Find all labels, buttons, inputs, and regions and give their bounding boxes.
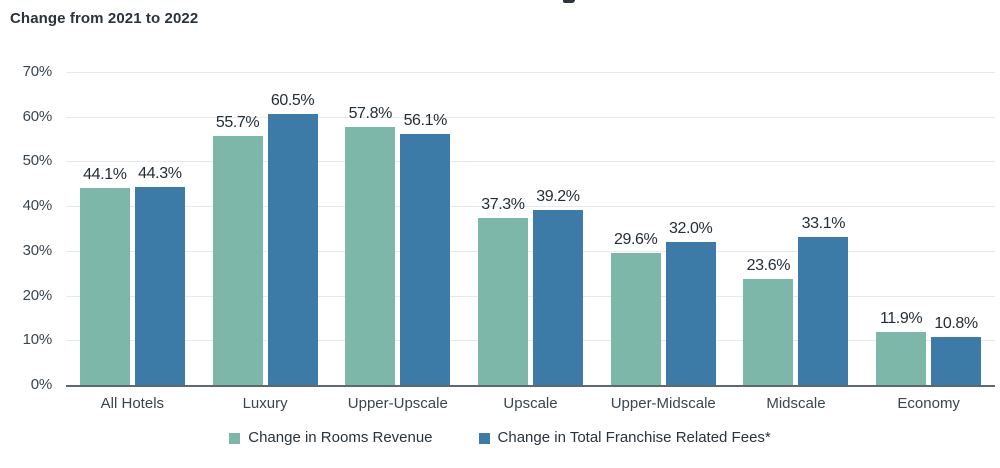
y-tick-label-70: 70%	[22, 63, 53, 80]
bar-franchise-fees-economy	[931, 336, 982, 385]
y-tick-label-50: 50%	[22, 152, 53, 170]
y-tick-label-10: 10%	[22, 331, 53, 349]
bar-value-label: 39.2%	[536, 187, 580, 205]
bar-rooms-revenue-economy	[876, 331, 927, 385]
gridline-40	[66, 206, 995, 208]
bar-value-label: 60.5%	[270, 92, 315, 110]
bar-franchise-fees-luxury	[267, 114, 318, 385]
bar-value-label: 29.6%	[613, 230, 658, 248]
y-tick-label-20: 20%	[22, 286, 53, 304]
plot-area: 44.1% 44.3% 55.7% 60.5% 57.8% 56.1% 37.3% 39.2%…	[66, 72, 995, 387]
bar-group-upper-midscale: 29.6% 32.0%	[610, 72, 716, 385]
cropped-title-remnant	[563, 0, 575, 3]
bar-group-upscale: 37.3% 39.2%	[477, 72, 583, 385]
bar-groups: 44.1% 44.3% 55.7% 60.5% 57.8% 56.1% 37.3% 39.2%…	[66, 72, 995, 385]
bar-rooms-revenue-upscale	[477, 218, 528, 385]
bar-value-label: 10.8%	[934, 314, 978, 332]
bar-col-rooms-revenue-upscale: 37.3%	[477, 72, 528, 385]
bar-col-rooms-revenue-economy: 11.9%	[876, 72, 927, 385]
bar-col-rooms-revenue-all-hotels: 44.1%	[79, 72, 130, 385]
bar-value-label: 44.1%	[83, 165, 127, 183]
bar-rooms-revenue-upper-midscale	[610, 252, 661, 385]
bar-group-economy: 11.9% 10.8%	[876, 72, 982, 385]
bar-col-franchise-fees-all-hotels: 44.3%	[134, 72, 185, 385]
gridline-10	[66, 340, 995, 342]
gridline-20	[66, 295, 995, 297]
bar-franchise-fees-upper-upscale	[400, 134, 451, 385]
x-axis-label-upscale: Upscale	[503, 395, 558, 412]
bar-col-rooms-revenue-luxury: 55.7%	[212, 72, 263, 385]
bar-rooms-revenue-all-hotels	[79, 187, 130, 385]
gridline-30	[66, 250, 995, 252]
bar-value-label: 11.9%	[879, 309, 923, 327]
legend-label-franchise-fees: Change in Total Franchise Related Fees*	[497, 429, 771, 446]
bar-franchise-fees-all-hotels	[134, 186, 185, 385]
bar-value-label: 57.8%	[348, 104, 393, 122]
bar-value-label: 23.6%	[746, 257, 791, 275]
bar-value-label: 32.0%	[668, 219, 713, 237]
bar-group-luxury: 55.7% 60.5%	[212, 72, 318, 385]
bar-rooms-revenue-midscale	[743, 279, 794, 385]
bar-col-franchise-fees-upper-upscale: 56.1%	[400, 72, 451, 385]
bar-col-franchise-fees-upscale: 39.2%	[532, 72, 583, 385]
y-tick-label-60: 60%	[22, 107, 53, 125]
bar-col-rooms-revenue-upper-upscale: 57.8%	[345, 72, 396, 385]
gridline-60	[66, 116, 995, 118]
gridline-50	[66, 161, 995, 163]
bar-value-label: 56.1%	[403, 112, 448, 130]
chart-subtitle: Change from 2021 to 2022	[10, 10, 199, 27]
bar-col-franchise-fees-economy: 10.8%	[931, 72, 982, 385]
gridline-70	[66, 72, 995, 73]
x-axis-labels: All Hotels Luxury Upper-Upscale Upscale Uppe…	[66, 395, 995, 413]
bar-chart: 0% 10% 20% 30% 40% 50% 60% 70% 44.1% 44.3% 55.7% 6…	[0, 63, 1000, 447]
bar-franchise-fees-upscale	[532, 209, 583, 385]
x-axis-label-all-hotels: All Hotels	[100, 395, 165, 412]
bar-value-label: 44.3%	[138, 164, 182, 182]
bar-col-franchise-fees-upper-midscale: 32.0%	[665, 72, 716, 385]
bar-value-label: 33.1%	[801, 215, 846, 232]
bar-col-franchise-fees-luxury: 60.5%	[267, 72, 318, 385]
bar-col-franchise-fees-midscale: 33.1%	[798, 72, 849, 385]
x-axis-label-upper-upscale: Upper-Upscale	[347, 395, 448, 412]
bar-value-label: 55.7%	[215, 113, 260, 131]
y-tick-label-0: 0%	[30, 376, 52, 393]
legend: Change in Rooms Revenue Change in Total …	[0, 429, 1000, 447]
x-axis-label-upper-midscale: Upper-Midscale	[610, 395, 716, 412]
bar-group-upper-upscale: 57.8% 56.1%	[345, 72, 451, 385]
legend-item-rooms-revenue: Change in Rooms Revenue	[229, 429, 433, 447]
bar-col-rooms-revenue-midscale: 23.6%	[743, 72, 794, 385]
x-axis-label-economy: Economy	[897, 395, 960, 412]
bar-rooms-revenue-upper-upscale	[345, 126, 396, 385]
bar-group-midscale: 23.6% 33.1%	[743, 72, 849, 385]
legend-swatch-franchise-fees	[478, 432, 490, 444]
bar-col-rooms-revenue-upper-midscale: 29.6%	[610, 72, 661, 385]
y-tick-label-30: 30%	[22, 241, 53, 259]
x-axis-label-luxury: Luxury	[242, 395, 288, 412]
bar-group-all-hotels: 44.1% 44.3%	[79, 72, 185, 385]
bar-rooms-revenue-luxury	[212, 135, 263, 385]
legend-item-franchise-fees: Change in Total Franchise Related Fees*	[478, 429, 771, 447]
x-axis-label-midscale: Midscale	[766, 395, 826, 412]
bar-franchise-fees-upper-midscale	[665, 241, 716, 385]
y-tick-label-40: 40%	[22, 197, 53, 215]
legend-swatch-rooms-revenue	[229, 432, 241, 444]
bar-franchise-fees-midscale	[798, 237, 849, 385]
bar-value-label: 37.3%	[481, 196, 525, 214]
legend-label-rooms-revenue: Change in Rooms Revenue	[248, 429, 433, 446]
